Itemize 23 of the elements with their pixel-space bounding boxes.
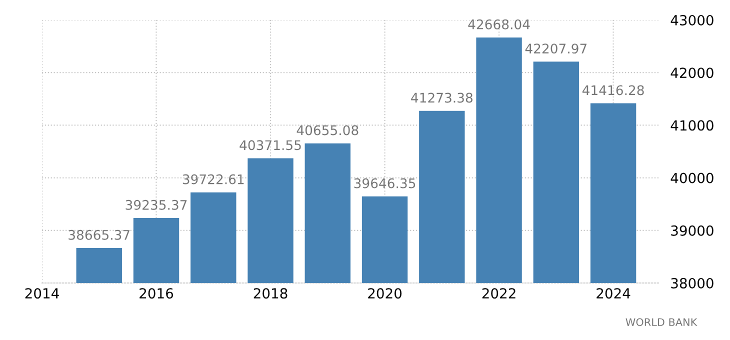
x-tick-label: 2016: [140, 288, 174, 299]
y-tick-label: 38000: [671, 278, 714, 288]
text: WORLD BANK: [626, 318, 698, 326]
data-label: 42668.04: [468, 19, 530, 30]
data-label: 39722.61: [182, 174, 244, 184]
x-tick-label: 2024: [596, 288, 630, 299]
y-tick-label: 39000: [671, 225, 714, 236]
data-label: 42207.97: [525, 44, 587, 54]
data-label: 41273.38: [411, 92, 472, 103]
x-tick-label: 2014: [25, 288, 59, 299]
y-tick-label: 43000: [670, 14, 714, 26]
data-label: 39646.35: [354, 178, 416, 188]
data-label: 40371.55: [240, 140, 301, 150]
y-tick-label: 42000: [670, 68, 714, 78]
data-label: 40655.08: [296, 125, 358, 136]
y-tick-label: 41000: [670, 120, 714, 131]
data-label: 39235.37: [126, 200, 187, 210]
data-label: 38665.37: [68, 230, 130, 240]
x-tick-label: 2020: [368, 288, 402, 299]
x-tick-label: 2022: [482, 288, 516, 299]
x-tick-label: 2018: [254, 288, 288, 299]
data-label: 41416.28: [582, 85, 644, 96]
y-tick-label: 40000: [670, 172, 714, 184]
